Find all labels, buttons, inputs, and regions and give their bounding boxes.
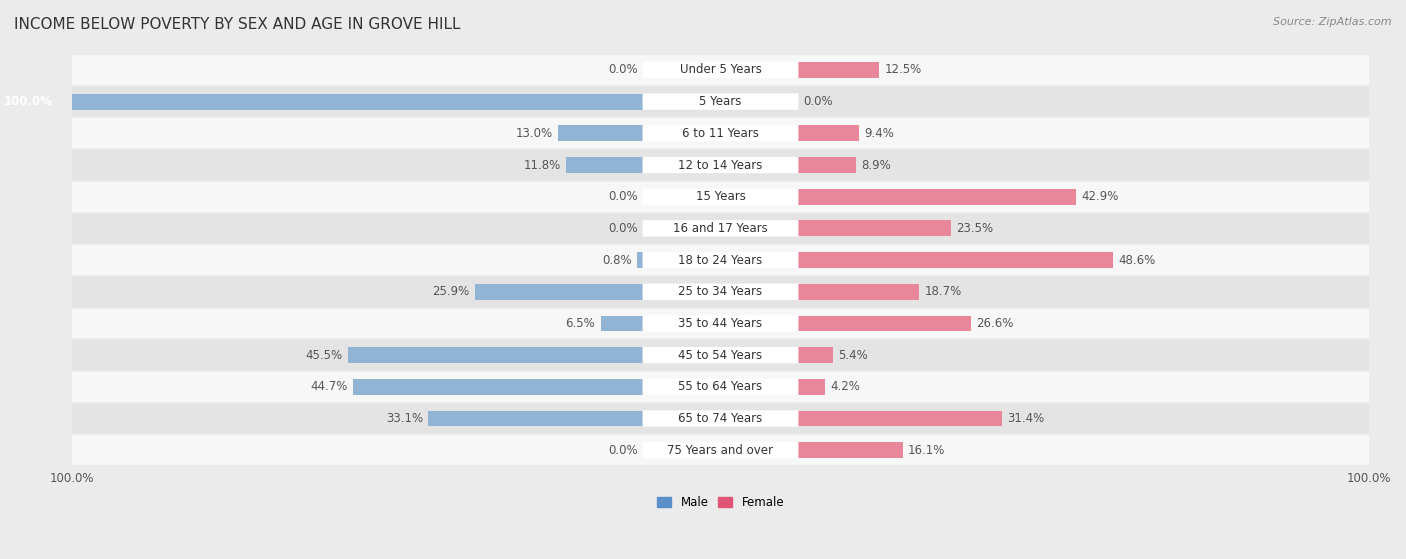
Text: 9.4%: 9.4% (865, 127, 894, 140)
Bar (799, 220, 950, 236)
Bar (72, 117, 1369, 149)
FancyBboxPatch shape (643, 252, 799, 268)
Text: 45 to 54 Years: 45 to 54 Years (679, 349, 762, 362)
Bar (0, 94, 643, 110)
FancyBboxPatch shape (643, 347, 799, 363)
Bar (72, 181, 1369, 212)
Text: 25.9%: 25.9% (433, 285, 470, 299)
Text: 75 Years and over: 75 Years and over (668, 444, 773, 457)
Bar (72, 86, 1369, 117)
Text: 26.6%: 26.6% (976, 317, 1014, 330)
FancyBboxPatch shape (643, 315, 799, 331)
Bar (353, 379, 643, 395)
Text: 45.5%: 45.5% (305, 349, 343, 362)
Text: 33.1%: 33.1% (385, 412, 423, 425)
Text: 31.4%: 31.4% (1007, 412, 1045, 425)
FancyBboxPatch shape (643, 410, 799, 427)
Bar (799, 252, 1114, 268)
FancyBboxPatch shape (643, 62, 799, 78)
Text: 4.2%: 4.2% (831, 380, 860, 394)
Bar (72, 434, 1369, 466)
Text: INCOME BELOW POVERTY BY SEX AND AGE IN GROVE HILL: INCOME BELOW POVERTY BY SEX AND AGE IN G… (14, 17, 461, 32)
Bar (72, 402, 1369, 434)
Bar (72, 212, 1369, 244)
Text: 5.4%: 5.4% (838, 349, 869, 362)
Text: 16 and 17 Years: 16 and 17 Years (673, 222, 768, 235)
Bar (72, 371, 1369, 402)
FancyBboxPatch shape (643, 93, 799, 110)
Bar (567, 157, 643, 173)
Text: 12 to 14 Years: 12 to 14 Years (678, 159, 762, 172)
Bar (799, 442, 903, 458)
Text: 0.0%: 0.0% (607, 444, 637, 457)
Text: 0.0%: 0.0% (803, 95, 834, 108)
Bar (799, 379, 825, 395)
Text: 12.5%: 12.5% (884, 64, 922, 77)
Text: 100.0%: 100.0% (4, 95, 53, 108)
FancyBboxPatch shape (643, 378, 799, 395)
Text: 0.8%: 0.8% (603, 254, 633, 267)
FancyBboxPatch shape (643, 157, 799, 173)
Bar (799, 157, 856, 173)
Text: 0.0%: 0.0% (607, 64, 637, 77)
Text: 13.0%: 13.0% (516, 127, 553, 140)
Text: 18.7%: 18.7% (925, 285, 962, 299)
Text: 0.0%: 0.0% (607, 190, 637, 203)
Bar (799, 347, 834, 363)
Text: 65 to 74 Years: 65 to 74 Years (678, 412, 762, 425)
Bar (799, 315, 970, 331)
Bar (558, 125, 643, 141)
Bar (475, 284, 643, 300)
FancyBboxPatch shape (643, 220, 799, 236)
Bar (799, 284, 920, 300)
Text: 6.5%: 6.5% (565, 317, 595, 330)
Text: 0.0%: 0.0% (607, 222, 637, 235)
Text: 15 Years: 15 Years (696, 190, 745, 203)
Bar (72, 244, 1369, 276)
Bar (799, 410, 1002, 427)
FancyBboxPatch shape (643, 188, 799, 205)
Bar (72, 149, 1369, 181)
Text: 11.8%: 11.8% (524, 159, 561, 172)
Bar (637, 252, 643, 268)
Text: 42.9%: 42.9% (1081, 190, 1119, 203)
Text: 8.9%: 8.9% (860, 159, 891, 172)
Text: 6 to 11 Years: 6 to 11 Years (682, 127, 759, 140)
FancyBboxPatch shape (643, 283, 799, 300)
Bar (799, 189, 1077, 205)
Bar (72, 276, 1369, 307)
Text: 23.5%: 23.5% (956, 222, 993, 235)
Text: 35 to 44 Years: 35 to 44 Years (679, 317, 762, 330)
Text: 55 to 64 Years: 55 to 64 Years (679, 380, 762, 394)
Bar (347, 347, 643, 363)
Bar (72, 339, 1369, 371)
Text: Under 5 Years: Under 5 Years (679, 64, 762, 77)
Text: 5 Years: 5 Years (699, 95, 742, 108)
FancyBboxPatch shape (643, 442, 799, 458)
Text: 44.7%: 44.7% (311, 380, 347, 394)
Text: 25 to 34 Years: 25 to 34 Years (679, 285, 762, 299)
Bar (72, 54, 1369, 86)
Text: 48.6%: 48.6% (1119, 254, 1156, 267)
Bar (799, 62, 879, 78)
Bar (72, 307, 1369, 339)
Legend: Male, Female: Male, Female (652, 491, 789, 514)
Bar (427, 410, 643, 427)
FancyBboxPatch shape (643, 125, 799, 141)
Text: 18 to 24 Years: 18 to 24 Years (678, 254, 762, 267)
Text: 16.1%: 16.1% (908, 444, 945, 457)
Text: Source: ZipAtlas.com: Source: ZipAtlas.com (1274, 17, 1392, 27)
Bar (600, 315, 643, 331)
Bar (799, 125, 859, 141)
